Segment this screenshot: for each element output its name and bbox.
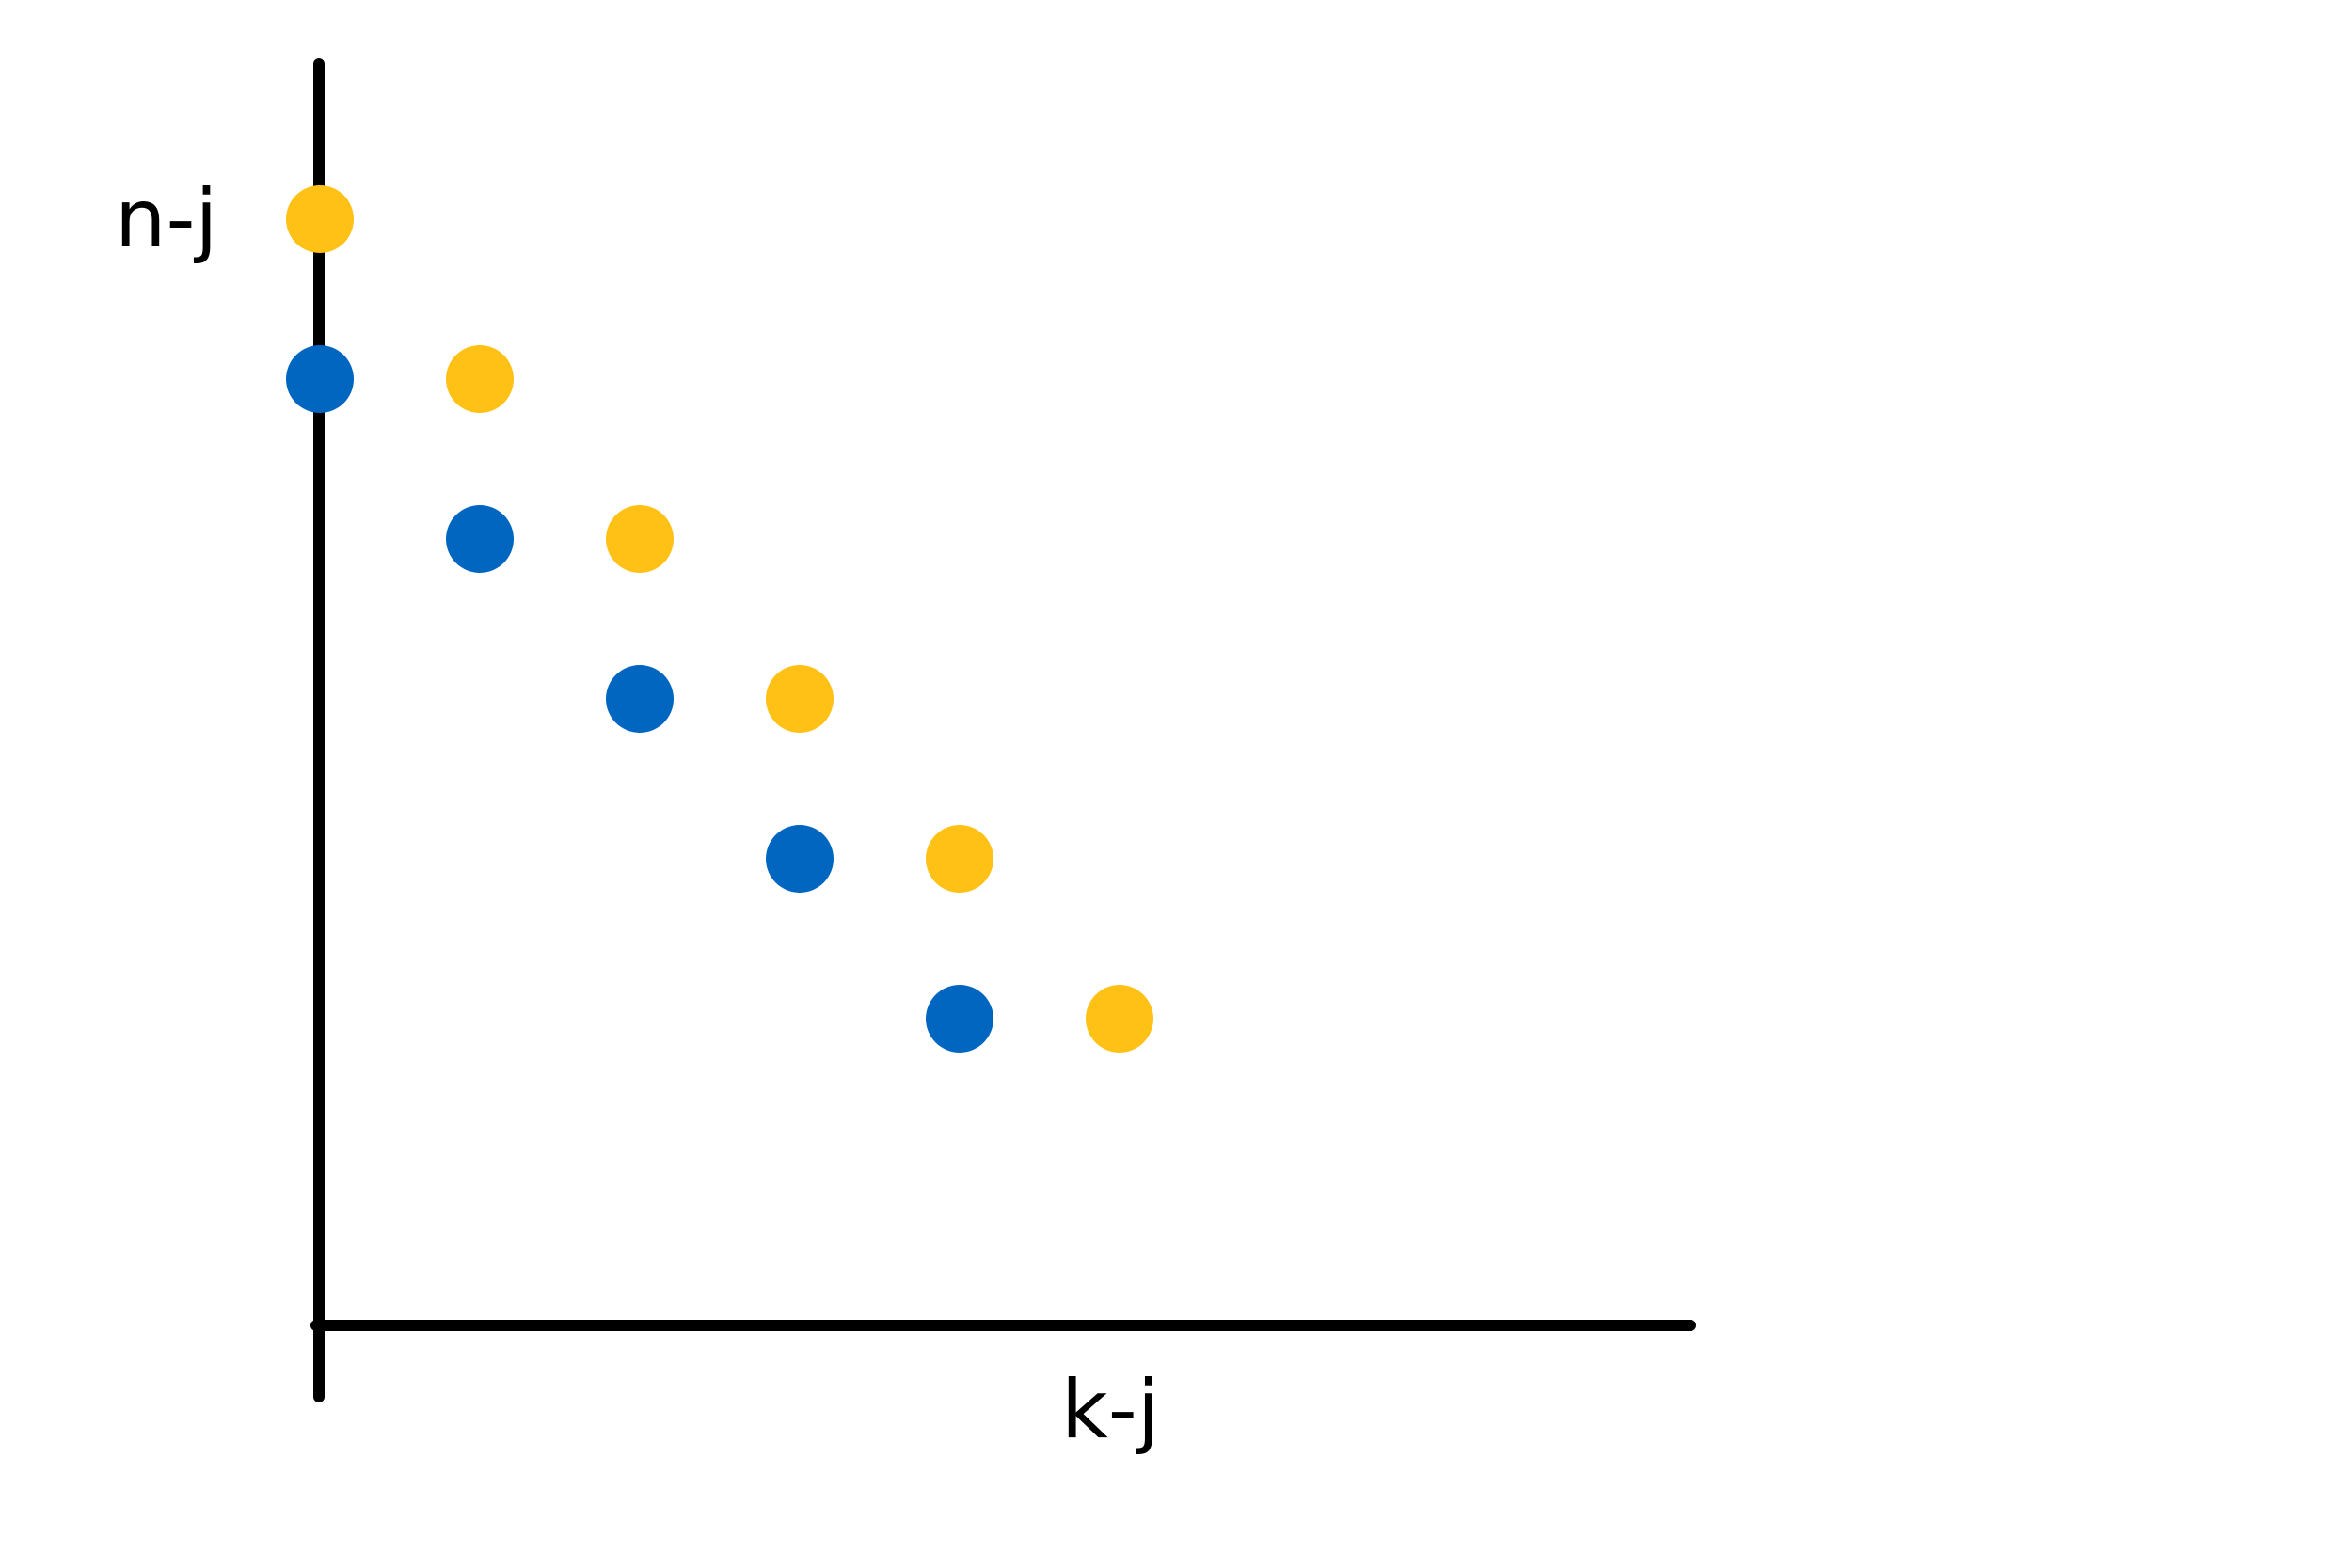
yellow-point-3 [766,665,834,733]
yellow-point-4 [926,825,993,893]
blue-point-2 [606,665,674,733]
blue-point-4 [926,985,993,1053]
yellow-point-1 [446,345,514,413]
blue-point-3 [766,825,834,893]
data-points [286,185,1153,1053]
yellow-point-5 [1086,985,1153,1053]
yellow-point-2 [606,505,674,573]
x-axis-label: k-j [1061,1363,1160,1457]
blue-point-1 [446,505,514,573]
yellow-point-0 [286,185,354,253]
blue-point-0 [286,345,354,413]
y-axis-label: n-j [115,172,217,266]
